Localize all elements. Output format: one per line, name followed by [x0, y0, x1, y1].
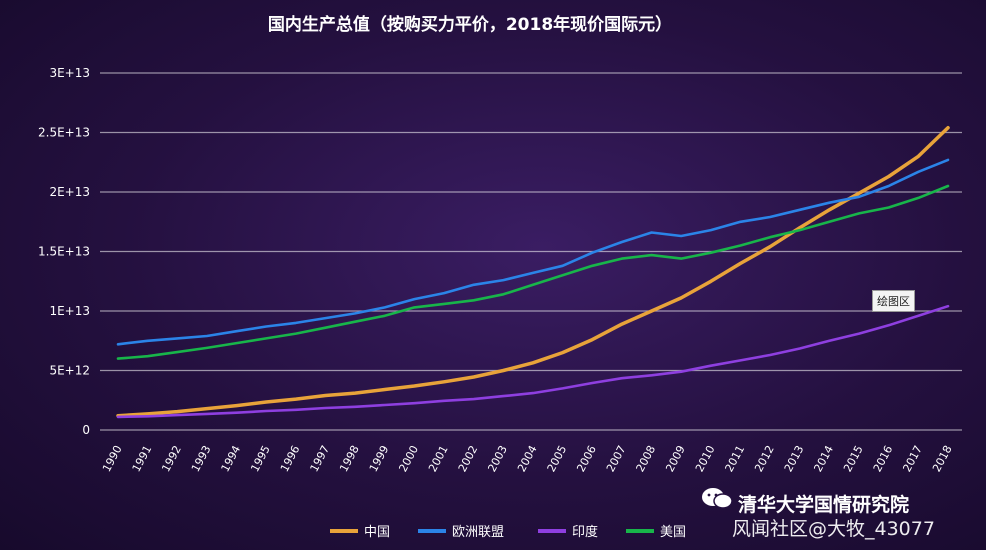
legend-label: 印度 — [572, 524, 598, 540]
chart-title: 国内生产总值（按购买力平价，2018年现价国际元） — [268, 14, 672, 35]
x-tick-label: 2008 — [634, 443, 659, 474]
watermark: 风闻社区@大牧_43077 — [732, 518, 935, 540]
x-tick-label: 1992 — [159, 443, 184, 474]
x-tick-label: 2006 — [574, 443, 599, 474]
x-tick-label: 2010 — [693, 443, 718, 474]
x-tick-label: 2011 — [723, 443, 748, 474]
plot-area-tag: 绘图区 — [872, 290, 915, 312]
x-tick-label: 2007 — [604, 443, 629, 474]
x-tick-label: 2009 — [663, 443, 688, 474]
x-tick-label: 1990 — [100, 443, 125, 474]
x-tick-label: 2014 — [811, 443, 836, 474]
series-line-中国 — [116, 125, 950, 418]
x-tick-label: 2000 — [396, 443, 421, 474]
legend-label: 欧洲联盟 — [452, 525, 504, 540]
y-tick-label: 1.5E+13 — [38, 245, 90, 259]
x-tick-label: 1993 — [189, 443, 214, 474]
x-tick-label: 1991 — [130, 443, 155, 474]
x-tick-label: 2016 — [871, 443, 896, 474]
y-axis-ticks: 0 5E+12 1E+13 1.5E+13 2E+13 2.5E+13 3E+13 — [38, 66, 90, 437]
legend-label: 中国 — [364, 525, 390, 540]
x-tick-label: 2005 — [545, 443, 570, 474]
y-tick-label: 5E+12 — [49, 364, 90, 378]
org-name: 清华大学国情研究院 — [738, 494, 910, 516]
x-tick-label: 1999 — [367, 443, 392, 474]
series-line-印度 — [116, 304, 950, 419]
x-tick-label: 2013 — [782, 443, 807, 474]
x-tick-label: 2002 — [456, 443, 481, 474]
y-tick-label: 3E+13 — [49, 66, 90, 80]
legend-label: 美国 — [660, 525, 686, 540]
x-tick-label: 1996 — [278, 443, 303, 474]
y-tick-label: 2E+13 — [49, 185, 90, 199]
x-tick-label: 1994 — [219, 443, 244, 474]
y-tick-label: 1E+13 — [49, 304, 90, 318]
legend: 中国 欧洲联盟 印度 美国 — [330, 524, 686, 540]
y-tick-label: 0 — [82, 423, 90, 437]
x-tick-label: 2001 — [426, 443, 451, 474]
x-tick-label: 2017 — [900, 443, 925, 474]
series-line-欧洲联盟 — [116, 158, 950, 346]
x-tick-label: 2004 — [515, 443, 540, 474]
x-tick-label: 2003 — [485, 443, 510, 474]
y-tick-label: 2.5E+13 — [38, 126, 90, 140]
x-tick-label: 1995 — [248, 443, 273, 474]
series-lines — [116, 125, 950, 419]
x-axis-ticks: 1990 1991 1992 1993 1994 1995 1996 1997 1998 1999… — [100, 443, 955, 474]
x-tick-label: 2018 — [930, 443, 955, 474]
grid-lines — [100, 72, 962, 431]
series-line-美国 — [116, 184, 950, 360]
x-tick-label: 1998 — [337, 443, 362, 474]
x-tick-label: 2012 — [752, 443, 777, 474]
x-tick-label: 2015 — [841, 443, 866, 474]
wechat-icon — [702, 488, 733, 509]
x-tick-label: 1997 — [308, 443, 333, 474]
